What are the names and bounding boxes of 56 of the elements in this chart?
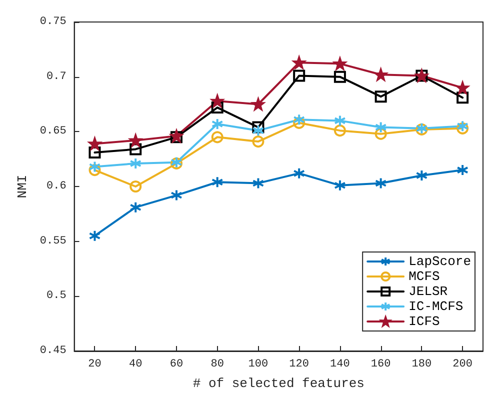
point — [252, 124, 264, 137]
y-tick-label: 0.55 — [40, 235, 66, 248]
point — [88, 160, 101, 173]
legend-label: MCFS — [408, 269, 440, 284]
point — [456, 164, 469, 176]
point — [252, 136, 264, 148]
point — [293, 167, 306, 180]
point — [211, 131, 224, 144]
x-tick-label: 200 — [452, 358, 472, 370]
point — [170, 189, 182, 202]
point — [334, 124, 346, 137]
x-tick-label: 20 — [88, 358, 102, 370]
y-tick-label: 0.65 — [40, 126, 66, 138]
point — [374, 90, 387, 103]
x-tick-label: 60 — [170, 358, 184, 370]
point — [293, 114, 306, 126]
point — [456, 92, 469, 104]
point — [211, 176, 224, 188]
point — [374, 128, 387, 140]
x-tick-label: 80 — [210, 358, 224, 370]
point — [88, 230, 101, 242]
legend-label: IC-MCFS — [408, 299, 464, 314]
point — [211, 118, 224, 130]
legend-label: JELSR — [408, 284, 448, 299]
y-tick-label: 0.6 — [46, 180, 66, 192]
point — [334, 114, 346, 127]
point — [334, 179, 346, 192]
y-tick-label: 0.45 — [40, 345, 66, 357]
x-tick-label: 140 — [330, 358, 350, 370]
y-tick-label: 0.75 — [40, 16, 66, 28]
legend-label: LapScore — [408, 254, 472, 269]
point — [252, 177, 264, 190]
point — [211, 102, 224, 114]
point — [252, 121, 264, 134]
x-tick-label: 120 — [289, 358, 309, 370]
x-tick-label: 100 — [248, 358, 268, 370]
y-axis-title: NMI — [15, 174, 30, 198]
point — [293, 116, 306, 129]
legend-label: ICFS — [408, 314, 440, 329]
point — [130, 180, 142, 192]
point — [416, 170, 428, 182]
point — [130, 143, 142, 156]
point — [88, 146, 101, 159]
y-tick-label: 0.7 — [46, 70, 66, 83]
point — [130, 157, 142, 170]
point — [88, 164, 101, 176]
x-axis-title: # of selected features — [192, 376, 364, 391]
x-tick-label: 40 — [129, 358, 142, 370]
x-tick-label: 160 — [370, 358, 391, 370]
point — [334, 70, 346, 83]
point — [130, 201, 142, 214]
point — [374, 121, 387, 134]
point — [293, 70, 306, 82]
y-tick-label: 0.5 — [46, 290, 66, 302]
x-tick-label: 180 — [412, 358, 432, 370]
point — [374, 177, 387, 190]
